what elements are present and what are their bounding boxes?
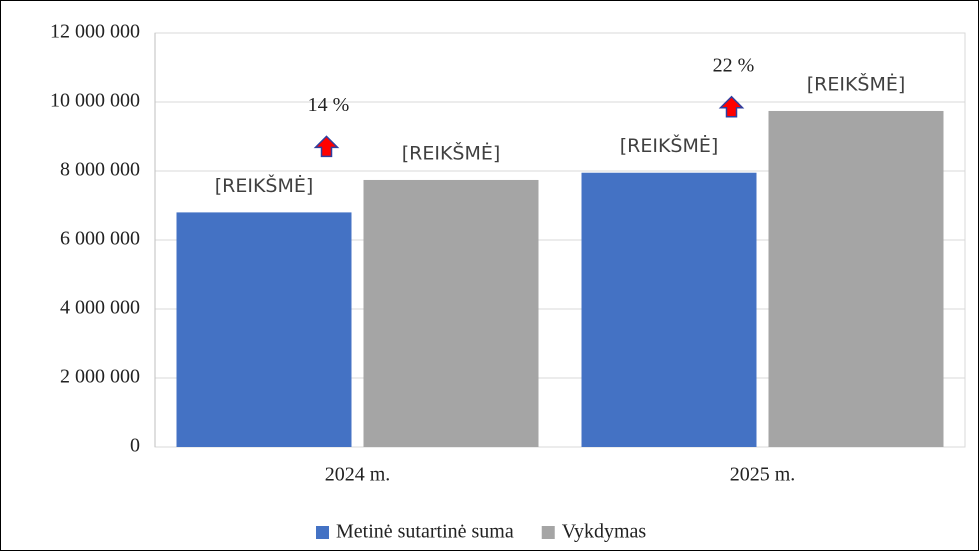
bar (176, 212, 352, 447)
data-label: [REIKŠMĖ] (402, 140, 501, 164)
legend-swatch (316, 526, 329, 539)
y-tick-label: 12 000 000 (50, 21, 140, 43)
legend-label: Vykdymas (562, 521, 647, 543)
annotation: 14 % (308, 94, 350, 116)
x-tick-label: 2024 m. (325, 464, 391, 486)
y-tick-label: 0 (130, 435, 140, 457)
x-tick-label: 2025 m. (730, 464, 796, 486)
y-tick-label: 6 000 000 (60, 228, 140, 250)
bar (581, 172, 757, 447)
y-tick-label: 10 000 000 (50, 90, 140, 112)
arrow-icon (718, 95, 745, 118)
y-tick-label: 8 000 000 (60, 159, 140, 181)
arrow-icon (313, 135, 340, 158)
legend-label: Metinė sutartinė suma (336, 521, 514, 543)
data-label: [REIKŠMĖ] (807, 71, 906, 95)
bar (363, 179, 539, 447)
y-tick-label: 4 000 000 (60, 297, 140, 319)
data-label: [REIKŠMĖ] (215, 173, 314, 197)
y-tick-label: 2 000 000 (60, 366, 140, 388)
bar (768, 110, 944, 447)
data-label: [REIKŠMĖ] (620, 133, 719, 157)
annotation: 22 % (713, 54, 755, 76)
legend-swatch (541, 526, 555, 539)
